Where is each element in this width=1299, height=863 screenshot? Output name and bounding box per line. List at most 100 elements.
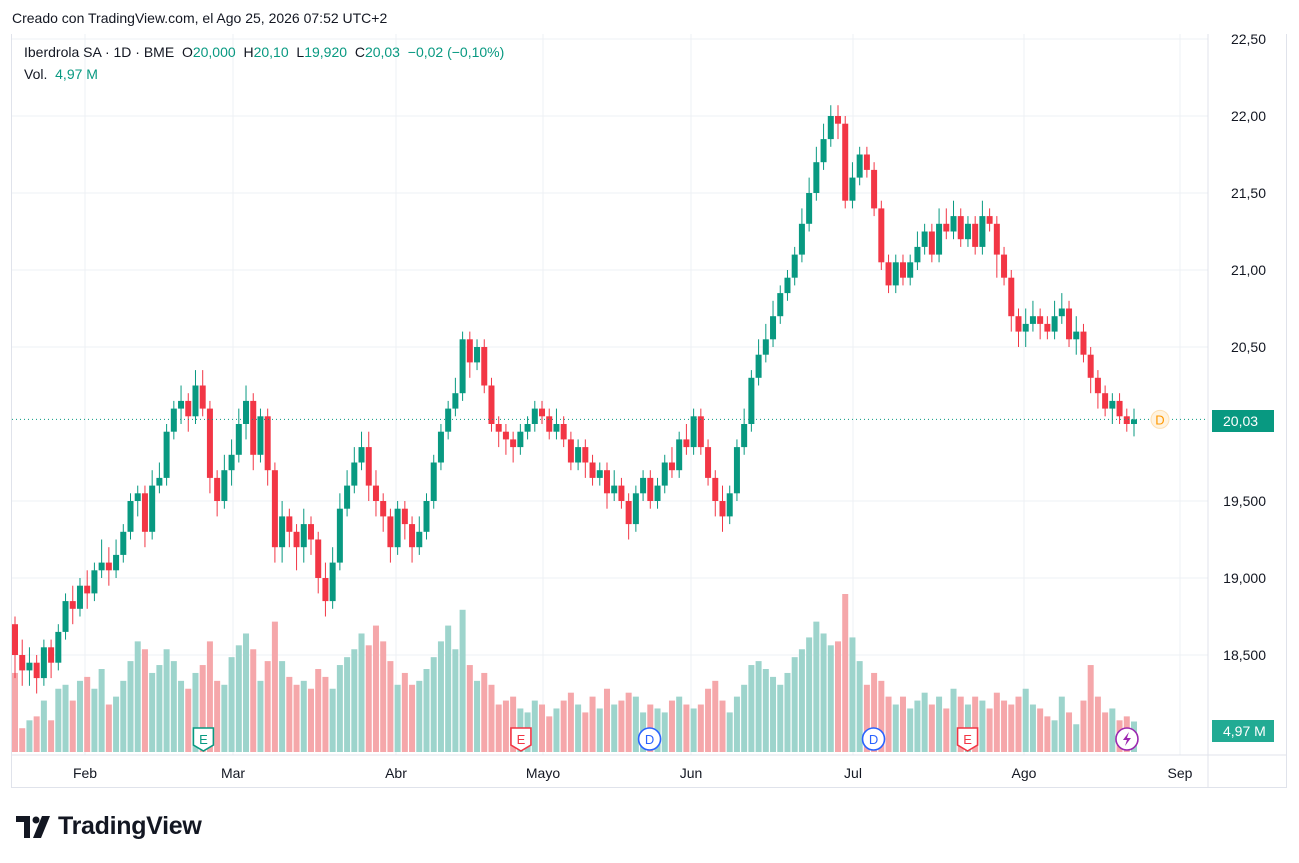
volume-bar	[120, 680, 127, 752]
volume-bar	[733, 696, 740, 752]
candle-body	[264, 416, 271, 471]
volume-bar	[127, 661, 134, 752]
volume-bar	[1080, 700, 1087, 752]
volume-bar	[69, 700, 76, 752]
y-tick-label: 20,50	[1231, 339, 1266, 355]
candle-body	[380, 501, 387, 517]
y-tick-label: 21,00	[1231, 262, 1266, 278]
candle-body	[430, 462, 437, 501]
candle-body	[1051, 316, 1058, 332]
candle-body	[697, 416, 704, 448]
upcoming-dividend-marker	[1150, 409, 1170, 429]
volume-bar	[430, 657, 437, 752]
candle-body	[661, 462, 668, 486]
volume-bar	[257, 680, 264, 752]
flash-icon	[1122, 732, 1131, 746]
candle-body	[120, 531, 127, 555]
volume-bar	[719, 700, 726, 752]
volume-bar	[712, 680, 719, 752]
volume-bar	[351, 649, 358, 752]
volume-bar	[250, 649, 257, 752]
candle-body	[618, 485, 625, 501]
volume-bar	[611, 704, 618, 752]
candle-body	[1001, 254, 1008, 278]
y-tick-label: 18,500	[1223, 647, 1266, 663]
volume-bar	[676, 696, 683, 752]
candle-body	[358, 447, 365, 463]
volume-bar	[1051, 720, 1058, 752]
candle-body	[640, 477, 647, 494]
candle-body	[474, 347, 481, 363]
volume-bar	[1008, 704, 1015, 752]
volume-bar	[40, 700, 47, 752]
candle-body	[928, 231, 935, 255]
candle-body	[539, 408, 546, 417]
candle-body	[423, 501, 430, 532]
candle-body	[582, 447, 589, 463]
candle-body	[459, 339, 466, 394]
candle-body	[1123, 416, 1130, 424]
candle-body	[33, 662, 40, 679]
volume-bar	[661, 712, 668, 752]
candle-body	[481, 347, 488, 386]
volume-bar	[401, 672, 408, 752]
candle-body	[755, 354, 762, 378]
candle-body	[762, 339, 769, 355]
volume-bar	[163, 649, 170, 752]
volume-bar	[178, 680, 185, 752]
created-caption: Creado con TradingView.com, el Ago 25, 2…	[12, 10, 388, 26]
candle-body	[596, 470, 603, 478]
candle-body	[878, 208, 885, 263]
y-tick-label: 19,000	[1223, 570, 1266, 586]
candle-body	[885, 262, 892, 286]
close-value: 20,03	[364, 44, 400, 60]
candle-body	[856, 154, 863, 178]
volume-bar	[293, 684, 300, 752]
volume-bar	[777, 684, 784, 752]
candle-body	[813, 162, 820, 193]
tradingview-wordmark: TradingView	[58, 812, 202, 840]
x-tick-label: Mar	[221, 765, 245, 781]
candle-body	[950, 216, 957, 232]
volume-bar	[481, 672, 488, 752]
candle-body	[567, 439, 574, 463]
volume-bar	[575, 704, 582, 752]
last-price-tag: 20,03	[1212, 410, 1274, 432]
chart-frame[interactable]	[11, 34, 1287, 788]
volume-bar	[603, 688, 610, 752]
candle-body	[26, 662, 33, 671]
candle-body	[105, 562, 112, 571]
volume-bar	[798, 649, 805, 752]
candle-body	[134, 493, 141, 501]
dividend-marker	[861, 727, 886, 751]
volume-bar	[986, 708, 993, 752]
candle-body	[113, 554, 120, 571]
volume-bar	[784, 672, 791, 752]
volume-bar	[279, 661, 286, 752]
candle-body	[62, 601, 69, 632]
volume-bar	[762, 669, 769, 752]
volume-bar	[1094, 696, 1101, 752]
candle-body	[1029, 316, 1036, 324]
candle-body	[293, 531, 300, 548]
volume-bar	[199, 665, 206, 752]
x-tick-label: Abr	[385, 765, 407, 781]
candle-body	[517, 431, 524, 448]
volume-bar	[466, 665, 473, 752]
candle-body	[986, 216, 993, 224]
volume-bar	[539, 704, 546, 752]
volume-bar	[192, 672, 199, 752]
candle-body	[835, 116, 842, 124]
tradingview-logo[interactable]: TradingView	[16, 812, 202, 841]
candle-body	[307, 524, 314, 540]
candle-body	[250, 400, 257, 455]
candle-body	[842, 123, 849, 201]
candle-body	[235, 424, 242, 455]
volume-bar	[437, 641, 444, 752]
volume-bar	[495, 704, 502, 752]
volume-bar	[510, 696, 517, 752]
volume-bar	[755, 661, 762, 752]
candle-body	[972, 223, 979, 247]
volume-bar	[835, 641, 842, 752]
